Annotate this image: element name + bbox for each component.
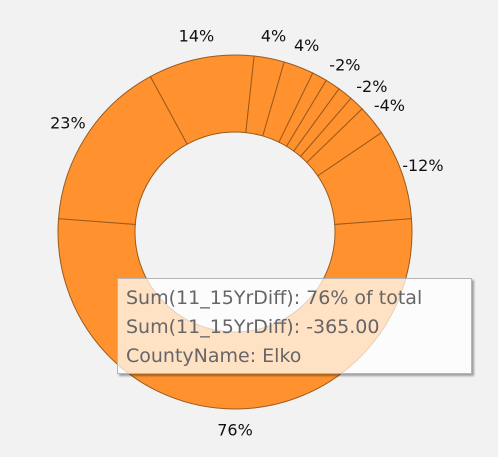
tooltip-line-county: CountyName: Elko — [126, 345, 302, 367]
tooltip-line-value: Sum(11_15YrDiff): -365.00 — [126, 316, 380, 338]
slice-label: -2% — [356, 77, 387, 96]
slice-label: -12% — [402, 156, 443, 175]
slice-label: 4% — [294, 36, 319, 55]
slice-label: -4% — [374, 96, 405, 115]
labels-group: 76%23%14% 4%4%-2%-2%-4%-12% — [50, 26, 443, 439]
tooltip-line-percent: Sum(11_15YrDiff): 76% of total — [126, 287, 423, 309]
slice-label: -2% — [329, 56, 360, 75]
slice-label: 14% — [179, 26, 215, 45]
tooltip: Sum(11_15YrDiff): 76% of total Sum(11_15… — [117, 278, 472, 374]
slice-label: 76% — [217, 421, 253, 440]
slice-label: 23% — [50, 113, 86, 132]
slice-label: 4% — [261, 26, 286, 45]
pie-slice[interactable] — [317, 131, 413, 225]
